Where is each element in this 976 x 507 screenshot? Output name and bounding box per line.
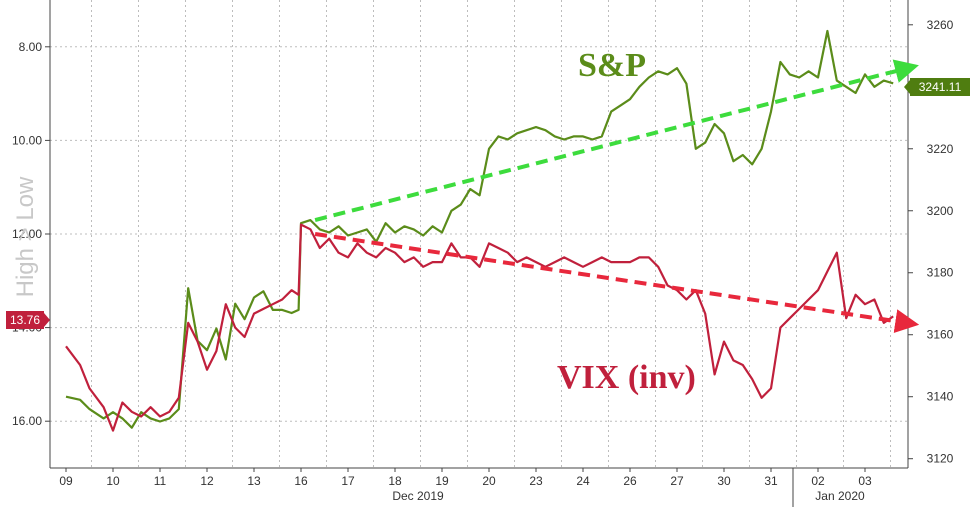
x-tick-label: 30 — [717, 474, 731, 488]
x-tick-label: 10 — [106, 474, 120, 488]
sp-last-value-badge: 3241.11 — [904, 78, 970, 96]
trend-arrows — [314, 59, 920, 334]
x-tick-label: 24 — [576, 474, 590, 488]
x-axis-ticks: 09 10 11 12 13 16 17 18 19 20 23 24 26 27 30 31 02 03 — [59, 468, 872, 488]
sp-last-value: 3241.11 — [919, 80, 962, 94]
x-tick-label: 20 — [482, 474, 496, 488]
x-tick-label: 02 — [811, 474, 825, 488]
x-sublabel-jan-2020: Jan 2020 — [815, 489, 865, 503]
right-tick-label: 3140 — [927, 390, 954, 404]
x-tick-label: 26 — [623, 474, 637, 488]
gridlines — [50, 0, 908, 468]
vix-series-line — [65, 223, 894, 432]
vix-trend-arrow — [314, 232, 920, 334]
x-tick-label: 27 — [670, 474, 684, 488]
x-tick-label: 23 — [529, 474, 543, 488]
right-tick-label: 3120 — [927, 452, 954, 466]
left-tick-label: 8.00 — [19, 40, 43, 54]
x-tick-label: 17 — [341, 474, 355, 488]
right-tick-label: 3160 — [927, 328, 954, 342]
sp-trend-arrow — [314, 59, 919, 222]
left-tick-label: 16.00 — [12, 414, 42, 428]
right-tick-label: 3220 — [927, 142, 954, 156]
x-tick-label: 12 — [200, 474, 214, 488]
right-tick-label: 3200 — [927, 204, 954, 218]
left-tick-label: 10.00 — [12, 133, 42, 147]
x-tick-label: 16 — [294, 474, 308, 488]
x-tick-label: 19 — [435, 474, 449, 488]
x-tick-label: 11 — [154, 474, 167, 488]
right-tick-label: 3180 — [927, 266, 954, 280]
left-tick-label: 12.00 — [12, 227, 42, 241]
right-tick-label: 3260 — [927, 18, 954, 32]
side-axis-label: High > Low — [12, 176, 39, 297]
vix-last-value-badge: 13.76 — [6, 311, 50, 329]
vix-last-value: 13.76 — [10, 313, 40, 327]
x-tick-label: 03 — [858, 474, 872, 488]
vix-label: VIX (inv) — [557, 359, 696, 396]
x-tick-label: 13 — [247, 474, 261, 488]
x-tick-label: 18 — [388, 474, 402, 488]
sp-series-line — [65, 29, 894, 429]
series-lines — [65, 29, 894, 432]
x-tick-label: 31 — [764, 474, 778, 488]
x-tick-label: 09 — [59, 474, 73, 488]
x-sublabel-dec-2019: Dec 2019 — [392, 489, 444, 503]
sp-label: S&P — [578, 47, 646, 84]
